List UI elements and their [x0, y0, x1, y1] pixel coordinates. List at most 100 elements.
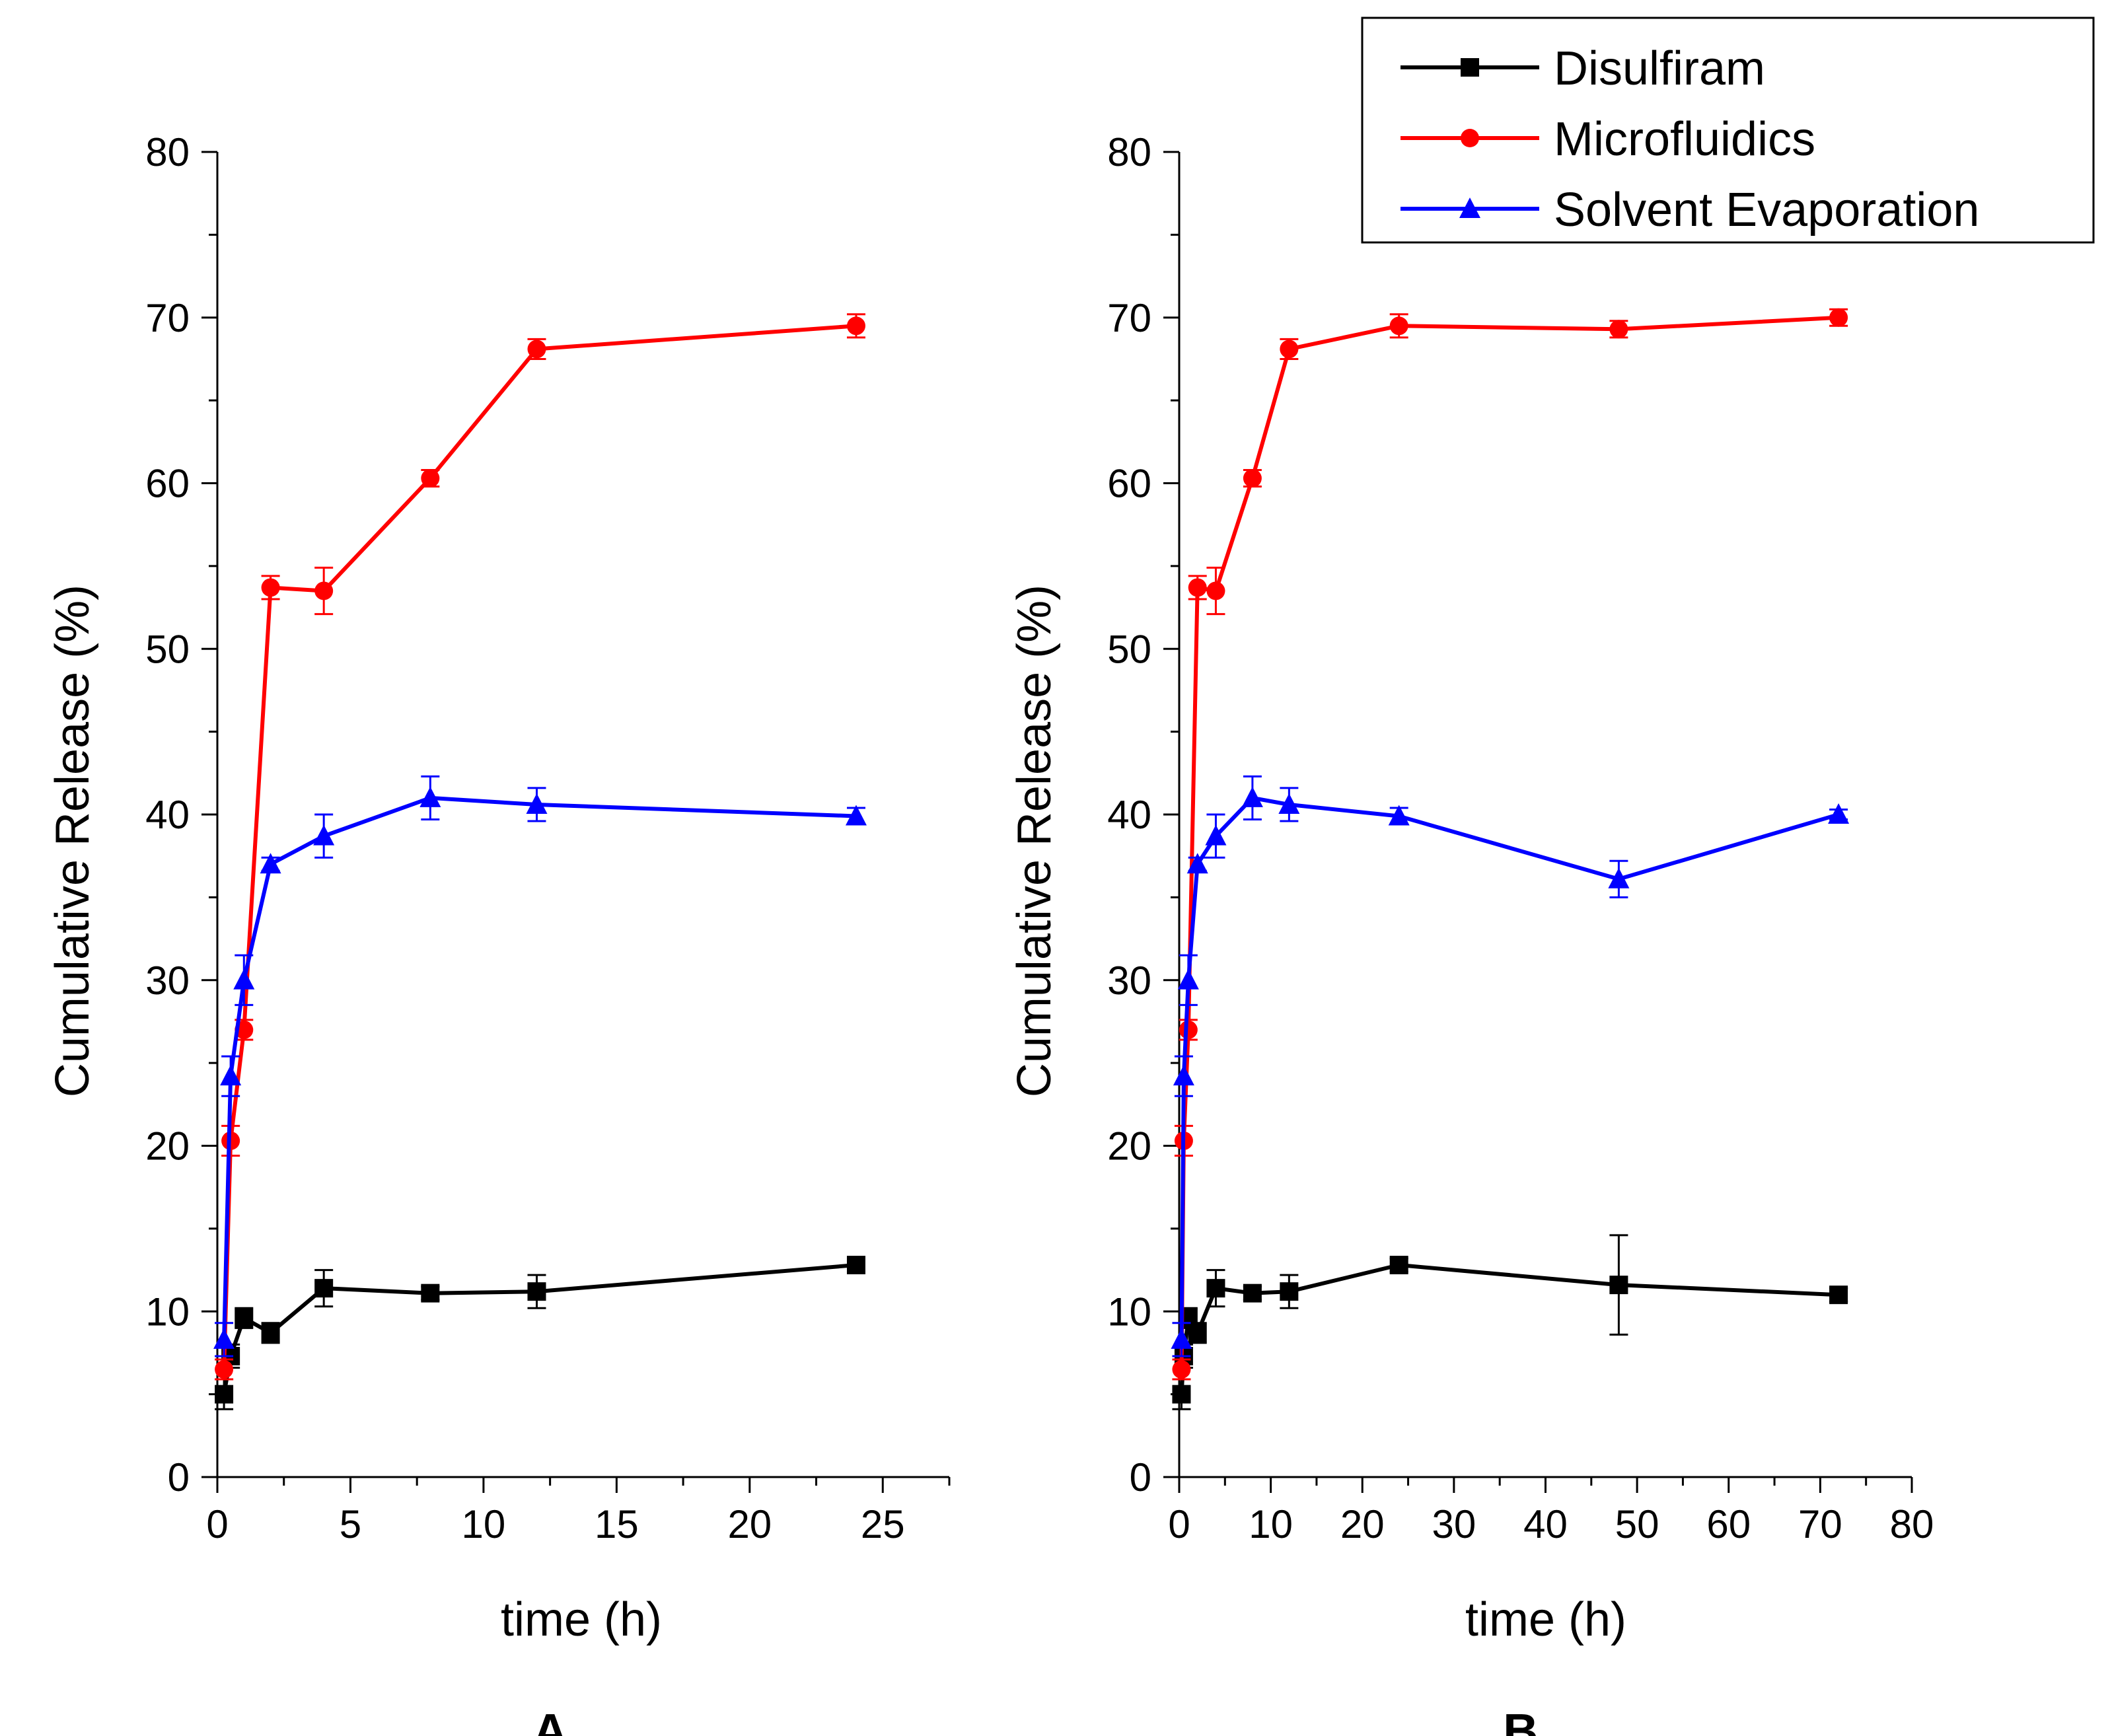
x-tick-label: 30 — [1432, 1502, 1476, 1546]
y-tick-label: 10 — [1107, 1289, 1151, 1334]
chart-panel-b: 0 10 20 30 40 50 60 70 80 0 10 20 30 40 50 60 70 80 time (… — [1008, 130, 1934, 1736]
data-point — [1172, 1385, 1191, 1404]
y-tick-label: 20 — [145, 1124, 190, 1169]
data-point — [1828, 803, 1850, 824]
data-point — [215, 1385, 234, 1404]
data-point — [1177, 968, 1199, 990]
data-point — [527, 340, 546, 359]
data-point — [1171, 1328, 1192, 1349]
data-point — [1829, 1285, 1848, 1305]
x-tick-label: 20 — [1340, 1502, 1385, 1546]
data-point — [220, 1065, 242, 1086]
y-tick-label: 80 — [145, 130, 190, 174]
data-point — [1829, 308, 1848, 327]
series-disulfiram — [1172, 1234, 1848, 1410]
data-point — [314, 581, 334, 600]
data-point — [421, 1284, 440, 1303]
series-line — [222, 324, 857, 1370]
legend-label: Solvent Evaporation — [1554, 184, 1979, 236]
data-point — [1241, 786, 1263, 807]
y-tick-label: 80 — [1107, 130, 1151, 174]
data-point — [313, 824, 335, 846]
data-point — [314, 1279, 334, 1298]
y-tick-label: 70 — [1107, 296, 1151, 340]
data-point — [846, 316, 865, 336]
data-point — [1388, 805, 1410, 826]
data-point — [1280, 1282, 1299, 1301]
series-line — [1179, 795, 1839, 1340]
x-tick-label: 0 — [206, 1502, 228, 1546]
y-tick-label: 0 — [1130, 1455, 1151, 1500]
x-tick-label: 15 — [595, 1502, 639, 1546]
y-tick-label: 30 — [1107, 958, 1151, 1003]
y-tick-label: 60 — [1107, 462, 1151, 506]
series-disulfiram — [215, 1256, 865, 1410]
data-point — [1608, 867, 1630, 888]
y-axis-title: Cumulative Release (%) — [1008, 585, 1061, 1097]
x-tick-label: 20 — [727, 1502, 772, 1546]
y-tick-label: 50 — [145, 627, 190, 671]
x-tick-label: 80 — [1890, 1502, 1934, 1546]
data-point — [213, 1328, 235, 1349]
y-tick-label: 40 — [1107, 793, 1151, 837]
data-point — [526, 793, 548, 814]
data-point — [1280, 340, 1299, 359]
legend-box — [1361, 17, 2095, 244]
legend: Disulfiram Microfluidics Solvent Evaporati… — [1361, 17, 2095, 244]
series-line — [1179, 1263, 1839, 1394]
panel-label: B — [1503, 1704, 1538, 1736]
y-tick-label: 60 — [145, 462, 190, 506]
legend-marker — [1461, 58, 1479, 77]
data-point — [215, 1360, 234, 1379]
x-tick-label: 5 — [340, 1502, 361, 1546]
data-point — [846, 1256, 865, 1275]
legend-item-disulfiram: Disulfiram — [1401, 42, 1765, 95]
data-point — [1179, 1020, 1198, 1039]
series-microfluidics — [1172, 308, 1848, 1381]
series-solvent-evaporation — [213, 775, 867, 1357]
x-tick-label: 0 — [1168, 1502, 1190, 1546]
data-point — [235, 1309, 254, 1328]
data-point — [261, 1323, 280, 1342]
legend-marker — [1461, 129, 1479, 147]
series-microfluidics — [215, 313, 865, 1381]
data-point — [1609, 320, 1628, 339]
data-point — [1389, 316, 1408, 336]
data-point — [419, 786, 441, 807]
x-axis-title: time (h) — [1465, 1593, 1626, 1646]
y-tick-label: 40 — [145, 793, 190, 837]
y-tick-label: 10 — [145, 1289, 190, 1334]
data-point — [1172, 1360, 1191, 1379]
data-point — [1188, 1323, 1207, 1342]
data-point — [261, 578, 280, 597]
data-point — [1173, 1065, 1194, 1086]
data-point — [421, 468, 440, 488]
y-tick-label: 30 — [145, 958, 190, 1003]
data-point — [1243, 1284, 1262, 1303]
data-point — [233, 968, 255, 990]
data-point — [260, 853, 281, 874]
data-point — [1609, 1276, 1628, 1295]
chart-panel-a: 0 10 20 30 40 50 60 70 80 0 5 10 15 20 25 time (h) Cumul… — [46, 130, 951, 1736]
data-point — [1206, 1279, 1225, 1298]
x-tick-label: 10 — [462, 1502, 506, 1546]
x-tick-label: 70 — [1798, 1502, 1842, 1546]
panel-label: A — [532, 1704, 567, 1736]
data-point — [1278, 793, 1300, 814]
x-tick-label: 40 — [1523, 1502, 1568, 1546]
legend-label: Microfluidics — [1554, 113, 1815, 166]
x-axis-title: time (h) — [501, 1593, 662, 1646]
data-point — [1243, 468, 1262, 488]
series-line — [222, 795, 857, 1340]
y-tick-label: 20 — [1107, 1124, 1151, 1169]
legend-item-solvent-evaporation: Solvent Evaporation — [1401, 184, 1979, 236]
legend-item-microfluidics: Microfluidics — [1401, 113, 1815, 166]
x-tick-label: 50 — [1615, 1502, 1659, 1546]
data-point — [1206, 581, 1225, 600]
legend-marker — [1459, 198, 1480, 218]
data-point — [1188, 578, 1207, 597]
data-point — [1186, 853, 1208, 874]
series-solvent-evaporation — [1171, 775, 1850, 1357]
y-axis-title: Cumulative Release (%) — [46, 585, 99, 1097]
